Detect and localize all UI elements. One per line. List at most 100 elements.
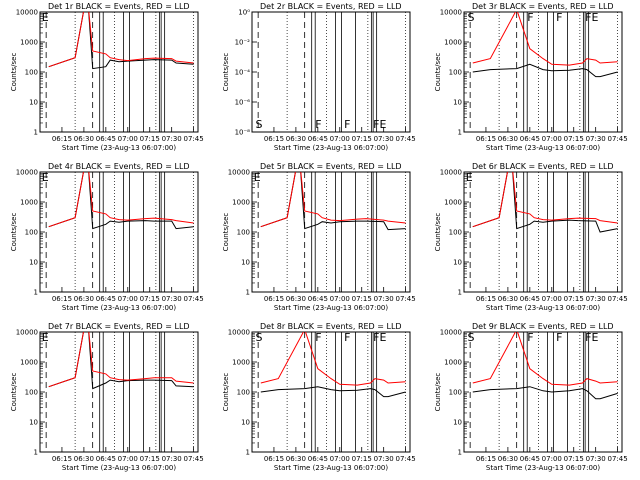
y-tick-label: 10 <box>29 259 38 267</box>
x-tick-label: 06:45 <box>520 135 540 143</box>
x-tick-label: 06:30 <box>286 455 306 463</box>
y-tick-label: 10000 <box>440 9 462 17</box>
x-tick-label: 06:15 <box>264 455 284 463</box>
plot-frame <box>463 331 623 453</box>
y-tick-label: 10000 <box>16 9 38 17</box>
x-tick-label: 07:45 <box>608 455 628 463</box>
x-tick-label: 07:45 <box>396 455 416 463</box>
series-line-events <box>48 12 194 70</box>
plot-frame <box>39 171 199 293</box>
annotation-label: S <box>468 331 475 344</box>
y-tick-label: 10000 <box>440 329 462 337</box>
x-tick-label: 07:15 <box>352 135 372 143</box>
x-tick-label: 07:30 <box>586 455 606 463</box>
x-tick-label: 06:15 <box>264 135 284 143</box>
y-tick-label: 1 <box>458 289 462 297</box>
y-axis-label: Counts/sec <box>222 373 230 412</box>
y-axis-label: Counts/sec <box>434 373 442 412</box>
y-tick-label: 10000 <box>16 169 38 177</box>
plot-frame <box>39 11 199 133</box>
annotation-label: E <box>466 171 473 184</box>
x-tick-label: 06:15 <box>476 295 496 303</box>
panel-det-3: Det 3r BLACK = Events, RED = LLD 1 10 100 10… <box>434 2 628 152</box>
x-tick-label: 06:45 <box>308 455 328 463</box>
y-tick-label: 100 <box>237 389 250 397</box>
x-tick-label: 07:00 <box>330 455 350 463</box>
x-tick-label: 06:45 <box>96 295 116 303</box>
x-tick-label: 07:00 <box>118 295 138 303</box>
annotation-label: FE <box>585 331 598 344</box>
x-tick-label: 07:30 <box>374 295 394 303</box>
y-tick-label: 10000 <box>228 329 250 337</box>
x-tick-label: 07:45 <box>184 295 204 303</box>
y-tick-label: 1000 <box>444 39 462 47</box>
x-tick-label: 07:45 <box>396 135 416 143</box>
x-tick-label: 07:30 <box>162 295 182 303</box>
x-tick-label: 07:15 <box>352 455 372 463</box>
panel-det-7: Det 7r BLACK = Events, RED = LLD 1 10 100 10… <box>10 322 204 472</box>
x-tick-label: 06:30 <box>286 135 306 143</box>
y-tick-label: 10 <box>453 99 462 107</box>
x-tick-label: 07:30 <box>374 135 394 143</box>
x-tick-label: 07:45 <box>608 295 628 303</box>
x-tick-label: 06:45 <box>308 295 328 303</box>
x-tick-label: 07:00 <box>330 295 350 303</box>
y-tick-label: 10⁻⁶ <box>235 99 251 107</box>
x-tick-label: 06:30 <box>498 135 518 143</box>
y-tick-label: 10⁻⁴ <box>235 69 251 77</box>
x-tick-label: 06:15 <box>52 295 72 303</box>
x-tick-label: 07:30 <box>586 295 606 303</box>
x-tick-label: 07:15 <box>352 295 372 303</box>
y-tick-label: 1 <box>34 289 38 297</box>
x-tick-label: 06:15 <box>476 455 496 463</box>
x-tick-label: 07:15 <box>140 455 160 463</box>
series-line-lld <box>48 332 194 388</box>
panel-det-1: Det 1r BLACK = Events, RED = LLD 1 10 100 10… <box>10 2 204 152</box>
x-axis-label: Start Time (23-Aug-13 06:07:00) <box>274 144 388 152</box>
x-tick-label: 06:45 <box>96 455 116 463</box>
x-tick-label: 06:30 <box>74 455 94 463</box>
x-tick-label: 07:45 <box>396 295 416 303</box>
annotation-label: FE <box>585 11 598 24</box>
y-axis-label: Counts/sec <box>434 213 442 252</box>
x-tick-label: 07:00 <box>542 455 562 463</box>
annotation-label: E <box>42 11 49 24</box>
x-tick-label: 07:15 <box>140 135 160 143</box>
x-tick-label: 06:45 <box>96 135 116 143</box>
y-tick-label: 100 <box>449 389 462 397</box>
x-axis-label: Start Time (23-Aug-13 06:07:00) <box>486 304 600 312</box>
annotation-label: F <box>556 331 562 344</box>
x-axis-label: Start Time (23-Aug-13 06:07:00) <box>62 464 176 472</box>
y-axis-label: Counts/sec <box>222 53 230 92</box>
panel-title: Det 5r BLACK = Events, RED = LLD <box>260 162 402 171</box>
series-line-events <box>260 386 406 398</box>
panel-det-2: Det 2r BLACK = Events, RED = LLD 10⁰ 10⁻² 1… <box>222 2 416 152</box>
panel-det-8: Det 8r BLACK = Events, RED = LLD 1 10 100 10… <box>222 322 416 472</box>
y-tick-label: 1 <box>246 449 250 457</box>
y-tick-label: 10⁻⁸ <box>235 129 251 137</box>
panel-title: Det 1r BLACK = Events, RED = LLD <box>48 2 190 11</box>
panel-title: Det 4r BLACK = Events, RED = LLD <box>48 162 190 171</box>
x-tick-label: 07:30 <box>162 135 182 143</box>
y-tick-label: 1000 <box>20 39 38 47</box>
x-tick-label: 06:45 <box>520 455 540 463</box>
annotation-label: F <box>344 331 350 344</box>
x-tick-label: 07:00 <box>330 135 350 143</box>
y-tick-label: 1000 <box>20 199 38 207</box>
y-tick-label: 100 <box>25 229 38 237</box>
x-tick-label: 07:30 <box>162 455 182 463</box>
x-tick-label: 06:15 <box>476 135 496 143</box>
annotation-label: S <box>468 11 475 24</box>
x-axis-label: Start Time (23-Aug-13 06:07:00) <box>274 304 388 312</box>
series-line-lld <box>48 172 194 228</box>
x-tick-label: 07:00 <box>118 455 138 463</box>
panel-title: Det 7r BLACK = Events, RED = LLD <box>48 322 190 331</box>
x-tick-label: 06:45 <box>308 135 328 143</box>
y-axis-label: Counts/sec <box>10 213 18 252</box>
y-tick-label: 10000 <box>440 169 462 177</box>
annotation-label: F <box>315 331 321 344</box>
x-axis-label: Start Time (23-Aug-13 06:07:00) <box>274 464 388 472</box>
series-line-events <box>472 63 618 78</box>
x-tick-label: 07:00 <box>542 295 562 303</box>
